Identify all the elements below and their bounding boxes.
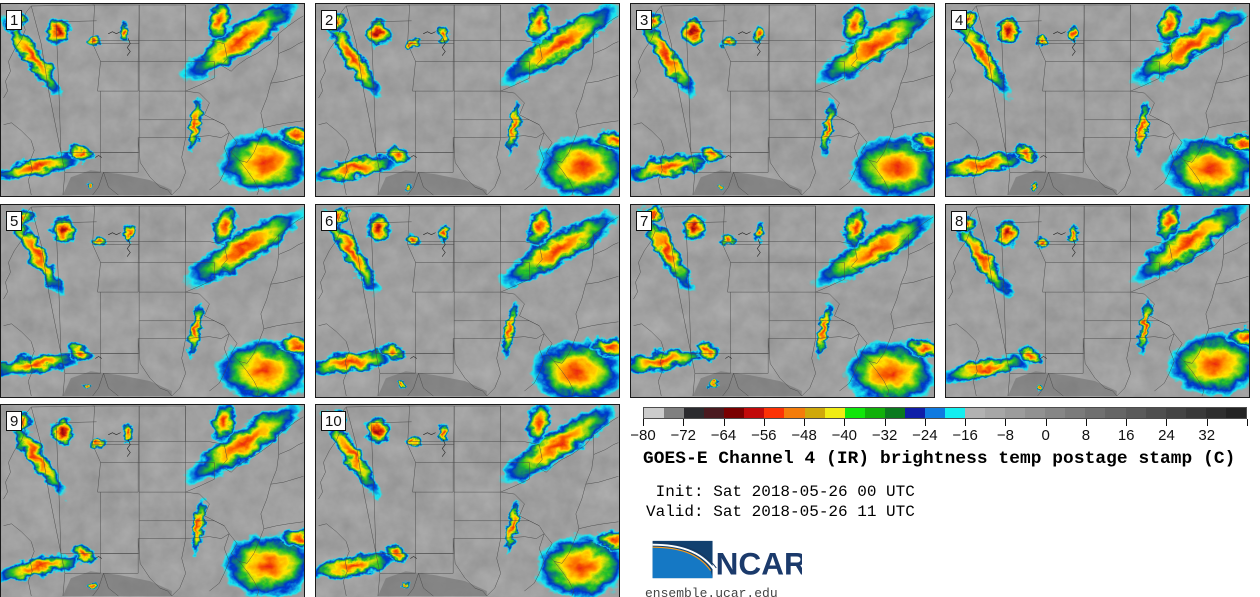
svg-text:NCAR: NCAR [716, 545, 802, 580]
